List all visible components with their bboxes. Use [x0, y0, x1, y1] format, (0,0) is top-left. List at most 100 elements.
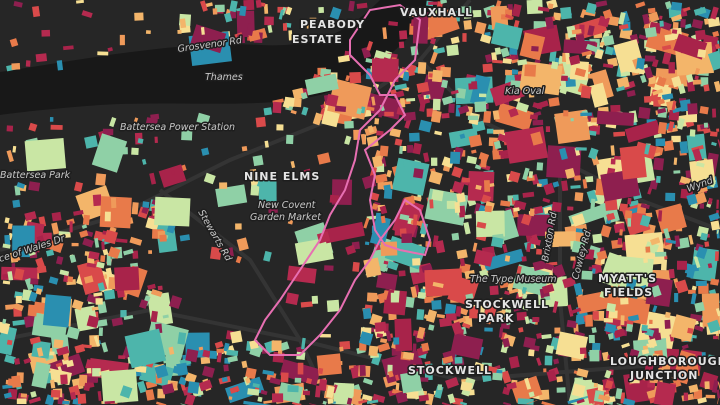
- building: [155, 401, 167, 405]
- building: [15, 296, 22, 304]
- building: [278, 9, 284, 20]
- building: [686, 74, 694, 83]
- building: [101, 342, 109, 353]
- building: [459, 258, 466, 267]
- building: [556, 376, 563, 383]
- building: [23, 315, 36, 328]
- building: [104, 211, 111, 222]
- building: [423, 363, 434, 372]
- building: [566, 319, 577, 329]
- building: [473, 249, 494, 267]
- building: [337, 54, 350, 63]
- poi-label: The Type Museum: [470, 274, 556, 285]
- building: [526, 400, 538, 404]
- building: [712, 108, 717, 118]
- building: [303, 168, 312, 179]
- building: [479, 305, 486, 317]
- building: [675, 279, 689, 294]
- building: [500, 47, 510, 58]
- building: [655, 203, 687, 234]
- building: [619, 203, 628, 212]
- building: [478, 152, 490, 162]
- building: [575, 314, 584, 324]
- building: [84, 135, 99, 149]
- building: [483, 303, 498, 318]
- building: [715, 43, 720, 50]
- building: [147, 283, 156, 290]
- building: [12, 319, 25, 326]
- building: [285, 6, 293, 16]
- building: [416, 81, 430, 94]
- building: [445, 313, 457, 321]
- building: [598, 15, 610, 28]
- building: [210, 246, 222, 260]
- building: [451, 180, 465, 194]
- building: [691, 19, 704, 30]
- building: [498, 327, 504, 338]
- building: [512, 278, 525, 290]
- building: [647, 7, 656, 14]
- building: [316, 353, 342, 376]
- building: [670, 1, 683, 11]
- building: [508, 107, 519, 118]
- building: [290, 160, 296, 169]
- building: [481, 194, 492, 205]
- building: [23, 357, 32, 364]
- place-label: ESTATE: [292, 33, 343, 46]
- building: [305, 377, 313, 385]
- building: [374, 173, 388, 184]
- building: [329, 6, 342, 20]
- building: [594, 49, 604, 60]
- building: [686, 268, 695, 279]
- building: [271, 340, 282, 351]
- building: [672, 22, 679, 31]
- building: [522, 167, 530, 181]
- building: [579, 347, 587, 354]
- building: [139, 299, 149, 310]
- building: [604, 379, 614, 390]
- building: [391, 157, 430, 196]
- building: [103, 229, 118, 245]
- building: [30, 278, 39, 285]
- building: [561, 180, 569, 192]
- building: [543, 182, 555, 196]
- building: [100, 369, 139, 404]
- building: [570, 256, 576, 261]
- building: [382, 27, 388, 40]
- building: [641, 324, 648, 332]
- building: [244, 367, 257, 380]
- building: [584, 248, 595, 260]
- building: [132, 250, 139, 259]
- building: [532, 119, 544, 126]
- building: [493, 129, 505, 135]
- building: [677, 83, 686, 95]
- building: [480, 158, 488, 168]
- building: [643, 95, 652, 103]
- building: [317, 367, 324, 375]
- building: [607, 294, 651, 325]
- building: [85, 359, 92, 369]
- building: [50, 389, 61, 398]
- building: [504, 126, 548, 164]
- building: [602, 63, 614, 69]
- building: [204, 2, 213, 8]
- building: [280, 372, 289, 383]
- building: [562, 52, 567, 62]
- building: [412, 11, 429, 44]
- building: [145, 117, 158, 130]
- building: [704, 177, 717, 188]
- building: [401, 233, 413, 243]
- building: [12, 145, 17, 153]
- building: [53, 339, 64, 349]
- building: [24, 211, 37, 222]
- building: [449, 151, 461, 164]
- building: [585, 43, 599, 53]
- building: [444, 303, 457, 316]
- building: [604, 369, 612, 379]
- building: [624, 352, 629, 360]
- building: [463, 77, 472, 84]
- building: [6, 149, 14, 163]
- building: [16, 398, 27, 404]
- building: [530, 234, 539, 243]
